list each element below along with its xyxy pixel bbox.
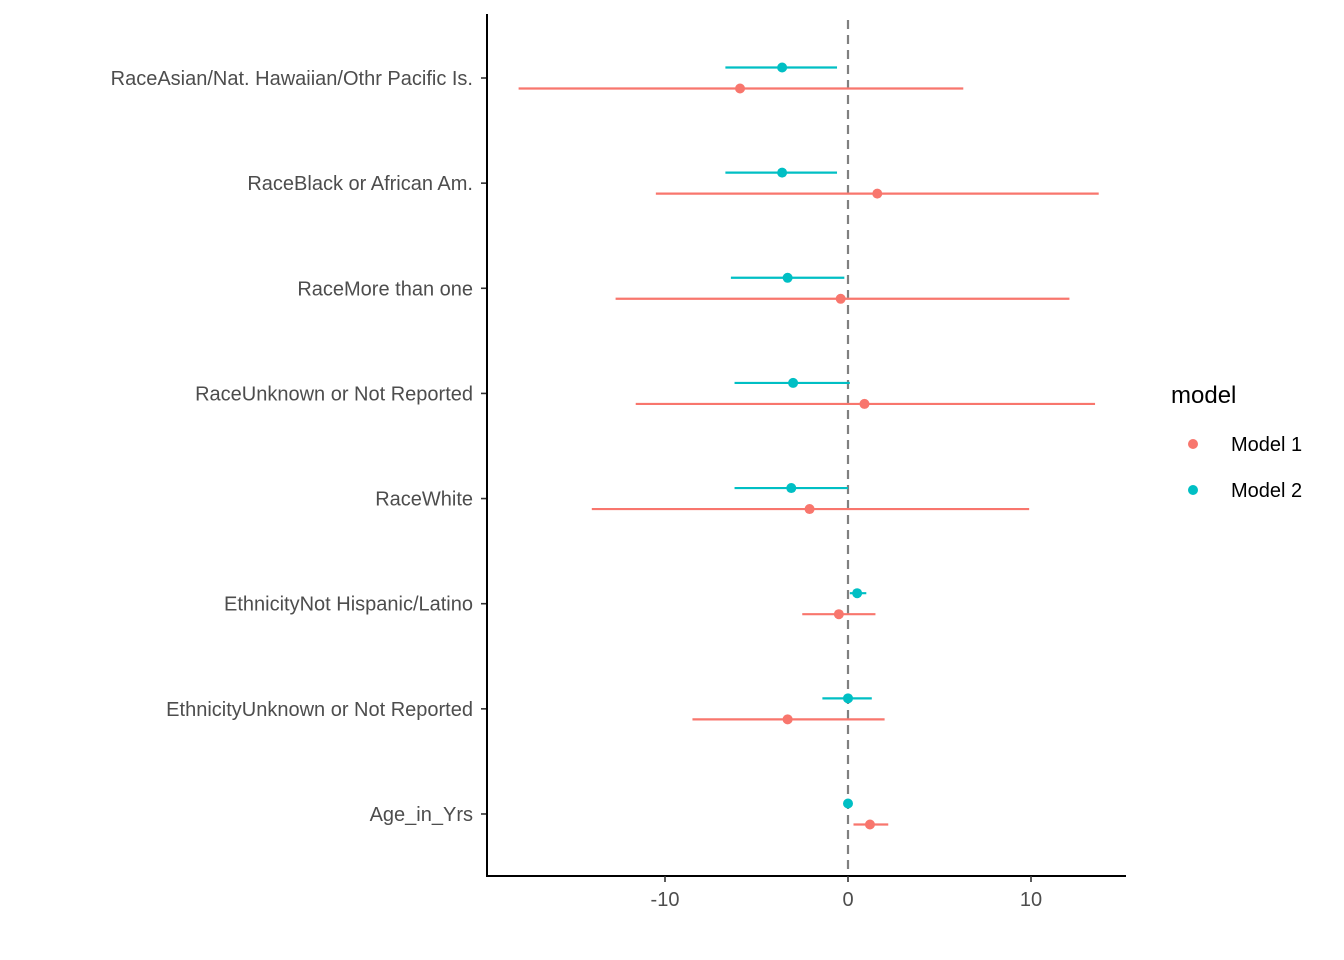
data-marks: [518, 62, 1099, 830]
series-model-1: [518, 83, 1099, 830]
estimate-point: [859, 398, 870, 409]
estimate-point: [782, 714, 793, 725]
estimate-point: [804, 504, 815, 515]
legend-key: [1188, 485, 1198, 495]
series-model-2: [725, 62, 872, 809]
legend-key: [1188, 439, 1198, 449]
y-tick-label: RaceUnknown or Not Reported: [195, 383, 473, 405]
x-tick-label: 0: [842, 889, 853, 911]
estimate-point: [852, 588, 863, 599]
estimate-point: [864, 819, 875, 830]
y-tick-label: EthnicityUnknown or Not Reported: [166, 699, 473, 721]
y-tick-marks: [481, 77, 487, 815]
estimate-point: [786, 483, 797, 494]
y-tick-labels: RaceAsian/Nat. Hawaiian/Othr Pacific Is.…: [111, 68, 473, 826]
axes: [486, 14, 1126, 877]
legend-item: Model 2: [1188, 480, 1302, 502]
estimate-point: [872, 188, 883, 199]
x-tick-label: -10: [651, 889, 680, 911]
y-tick-label: RaceAsian/Nat. Hawaiian/Othr Pacific Is.: [111, 68, 473, 90]
y-tick-label: Age_in_Yrs: [370, 804, 473, 826]
legend-label: Model 1: [1231, 434, 1302, 456]
x-ticks: -10 0 10: [651, 876, 1042, 911]
legend-item: Model 1: [1188, 434, 1302, 456]
legend: model Model 1 Model 2: [1171, 382, 1302, 502]
estimate-point: [843, 693, 853, 704]
y-tick-label: RaceMore than one: [297, 278, 473, 300]
estimate-point: [835, 293, 846, 304]
legend-label: Model 2: [1231, 480, 1302, 502]
x-tick-label: 10: [1020, 889, 1042, 911]
legend-items: Model 1 Model 2: [1188, 434, 1302, 502]
legend-title: model: [1171, 382, 1236, 409]
estimate-point: [735, 83, 746, 94]
estimate-point: [833, 609, 844, 620]
y-tick-label: RaceBlack or African Am.: [247, 173, 473, 195]
estimate-point: [788, 377, 799, 388]
estimate-point: [782, 272, 793, 283]
y-tick-label: RaceWhite: [375, 489, 473, 511]
estimate-point: [777, 62, 788, 73]
y-tick-label: EthnicityNot Hispanic/Latino: [224, 594, 473, 616]
estimate-point: [843, 798, 853, 809]
estimate-point: [777, 167, 788, 178]
